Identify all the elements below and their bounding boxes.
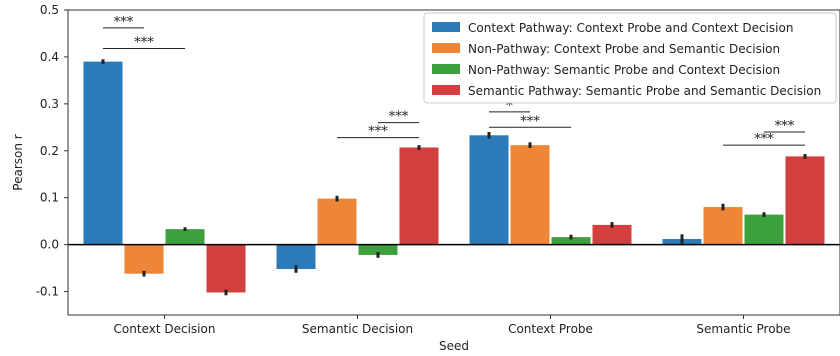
- y-tick-label: 0.5: [40, 3, 59, 17]
- bar: [551, 237, 591, 245]
- significance-layer: **************** ******: [103, 15, 805, 147]
- error-bars-layer: [101, 59, 807, 296]
- y-tick-label: 0.2: [40, 144, 59, 158]
- y-tick-label: 0.4: [40, 50, 59, 64]
- x-tick-label: Semantic Decision: [302, 322, 413, 336]
- significance-label: ***: [389, 110, 409, 125]
- plot-frame: [67, 9, 840, 316]
- bar: [744, 214, 784, 245]
- legend-swatch: [432, 22, 460, 32]
- significance-label: *: [506, 99, 513, 114]
- x-axis-label: Seed: [439, 339, 469, 353]
- legend-box: [423, 12, 837, 104]
- bar: [83, 61, 123, 245]
- legend-entry: Non-Pathway: Semantic Probe and Context …: [468, 63, 780, 77]
- bar: [206, 244, 246, 293]
- bar: [276, 244, 316, 270]
- bar: [317, 198, 357, 245]
- legend-swatch: [432, 85, 460, 95]
- legend-entry: Semantic Pathway: Semantic Probe and Sem…: [468, 84, 821, 98]
- bar: [124, 244, 164, 274]
- significance-label: ***: [368, 125, 388, 140]
- significance-label: ***: [134, 35, 154, 50]
- bar: [399, 147, 439, 245]
- bar: [165, 229, 205, 245]
- x-axis: Context Decision Semantic Decision Context…: [114, 315, 791, 336]
- y-tick-label: 0.3: [40, 97, 59, 111]
- legend-swatch: [432, 64, 460, 74]
- legend-entry: Non-Pathway: Context Probe and Semantic …: [468, 42, 780, 56]
- bar: [785, 156, 825, 245]
- significance-label: ***: [520, 114, 540, 129]
- bar: [592, 224, 632, 245]
- bar: [358, 244, 398, 255]
- x-tick-label: Context Decision: [114, 322, 216, 336]
- bars-layer: [83, 61, 825, 293]
- bar: [703, 207, 743, 245]
- legend-swatch: [432, 43, 460, 53]
- significance-label: ***: [775, 119, 795, 134]
- x-tick-label: Context Probe: [508, 322, 593, 336]
- legend: Context Pathway: Context Probe and Conte…: [423, 12, 837, 104]
- bar: [510, 145, 550, 245]
- significance-label: ***: [114, 15, 134, 30]
- y-tick-label: 0.1: [40, 191, 59, 205]
- x-tick-label: Semantic Probe: [696, 322, 790, 336]
- bar: [469, 135, 509, 245]
- legend-entry: Context Pathway: Context Probe and Conte…: [468, 21, 793, 35]
- y-axis: -0.1 0.0 0.1 0.2 0.3 0.4 0.5: [36, 3, 68, 299]
- y-tick-label: 0.0: [40, 238, 59, 252]
- y-axis-label: Pearson r: [11, 134, 25, 190]
- y-tick-label: -0.1: [36, 285, 59, 299]
- significance-label: ***: [754, 132, 774, 147]
